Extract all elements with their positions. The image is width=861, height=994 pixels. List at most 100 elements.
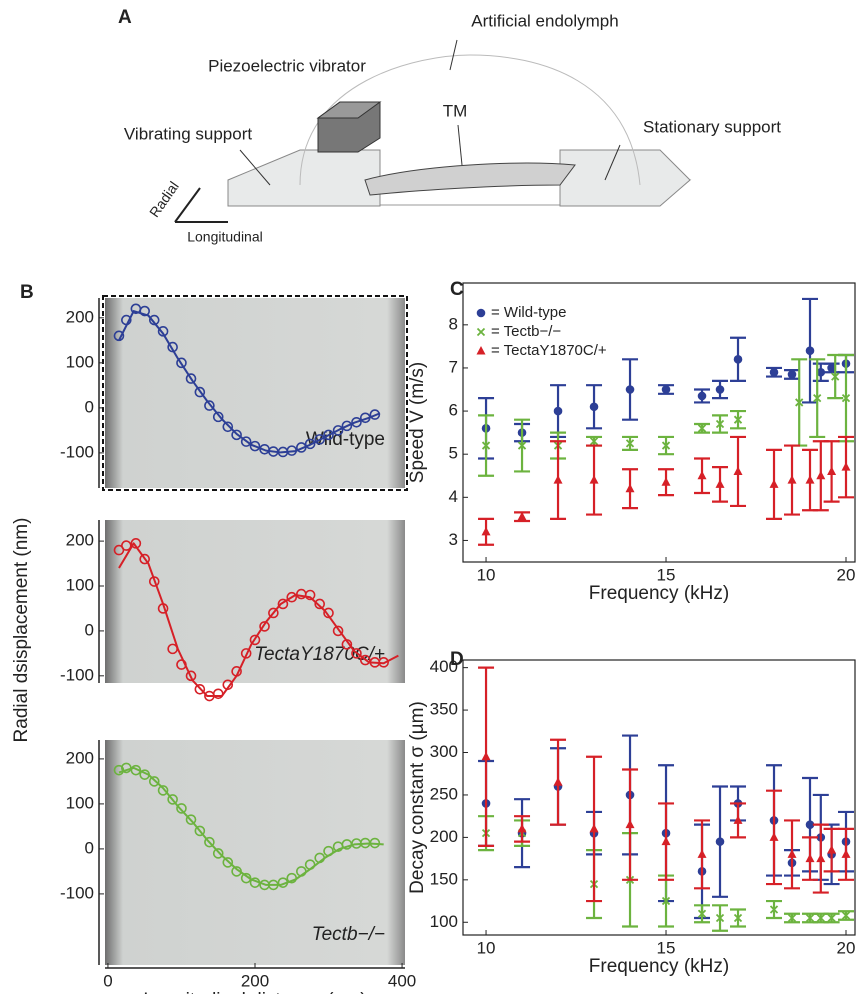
- panel-letter: B: [20, 282, 34, 303]
- fit-line: [118, 766, 384, 886]
- point: [787, 370, 797, 379]
- point: [148, 776, 160, 787]
- point: [553, 475, 563, 484]
- point: [314, 598, 326, 610]
- point: [517, 823, 527, 833]
- point: [813, 393, 822, 403]
- point: [240, 436, 252, 447]
- tissue-image: [105, 298, 405, 488]
- point: [332, 425, 344, 436]
- tm-pointer: [457, 124, 463, 166]
- point: [148, 314, 160, 326]
- point: [185, 373, 197, 384]
- panel-letter: A: [118, 7, 132, 28]
- point: [805, 475, 815, 484]
- point: [249, 634, 261, 646]
- y-axis-label: Decay constant σ (µm): [407, 701, 428, 894]
- point: [212, 411, 224, 423]
- point: [787, 849, 797, 858]
- point: [351, 416, 362, 428]
- x-tick-label: 400: [388, 971, 416, 990]
- x-axis-label: Frequency (kHz): [589, 583, 729, 604]
- point: [185, 670, 197, 682]
- panel-letter: C: [450, 279, 464, 300]
- sample-label: TectaY1870C/+: [254, 644, 385, 665]
- point: [697, 391, 707, 401]
- y-tick-label: 5: [449, 444, 458, 463]
- y-tick-label: 0: [85, 397, 94, 416]
- point: [231, 429, 242, 441]
- point: [816, 470, 826, 480]
- y-tick-label: 250: [430, 784, 458, 803]
- y-axis-label: Speed V (m/s): [407, 362, 428, 483]
- point: [517, 441, 527, 450]
- highlight-frame: [102, 295, 408, 491]
- point: [351, 648, 362, 659]
- y-tick-label: 200: [66, 307, 94, 326]
- stationary-support: [559, 149, 691, 207]
- panel-letter: D: [450, 649, 464, 670]
- point: [661, 836, 671, 846]
- point: [827, 363, 836, 373]
- point: [625, 439, 635, 448]
- point: [697, 424, 707, 433]
- point: [805, 820, 815, 829]
- point: [481, 441, 491, 450]
- fit-line: [118, 542, 399, 698]
- legend-marker: [476, 327, 486, 337]
- point: [805, 853, 815, 863]
- point: [589, 475, 599, 484]
- y-axis-label: Radial dsisplacement (nm): [11, 518, 32, 743]
- x-tick-label: 15: [657, 938, 676, 957]
- y-tick-label: 7: [449, 357, 458, 376]
- point: [715, 385, 725, 394]
- y-tick-label: 200: [66, 531, 94, 550]
- y-tick-label: -100: [60, 883, 94, 902]
- setup-diagram: A Artificial endolymph Piezoelectric vib…: [118, 7, 781, 245]
- point: [805, 913, 815, 923]
- y-tick-label: 3: [449, 530, 458, 549]
- point: [661, 477, 671, 486]
- point: [733, 815, 743, 824]
- legend-marker: [476, 308, 486, 318]
- point: [625, 385, 635, 394]
- x-tick-label: 15: [657, 565, 676, 584]
- point: [733, 913, 743, 923]
- point: [816, 367, 826, 377]
- point: [816, 853, 826, 863]
- point: [240, 648, 252, 659]
- point: [204, 400, 215, 411]
- point: [625, 483, 635, 493]
- point: [553, 777, 563, 786]
- point: [359, 654, 371, 666]
- y-tick-label: 300: [430, 742, 458, 761]
- point: [827, 845, 837, 854]
- x-tick-label: 10: [477, 565, 496, 584]
- point: [167, 794, 178, 805]
- point: [553, 406, 563, 416]
- point: [194, 825, 206, 837]
- point: [139, 553, 151, 565]
- y-tick-label: 0: [85, 838, 94, 857]
- point: [212, 848, 224, 859]
- point: [369, 409, 381, 420]
- point: [733, 355, 743, 364]
- legend-label: = Tectb−/−: [491, 323, 561, 340]
- point: [841, 849, 851, 858]
- y-tick-label: -100: [60, 665, 94, 684]
- label: Vibrating support: [124, 124, 252, 143]
- x-tick-label: 20: [837, 938, 856, 957]
- point: [194, 683, 206, 695]
- point: [157, 785, 169, 796]
- endolymph-pointer: [449, 39, 458, 71]
- fit-line: [118, 310, 381, 454]
- label: Longitudinal: [187, 229, 263, 245]
- point: [139, 305, 151, 317]
- point: [805, 346, 815, 356]
- point: [589, 402, 599, 412]
- point: [715, 913, 725, 923]
- vibrating-pointer: [239, 149, 271, 186]
- y-tick-label: 400: [430, 657, 458, 676]
- point: [121, 540, 132, 551]
- point: [517, 511, 527, 521]
